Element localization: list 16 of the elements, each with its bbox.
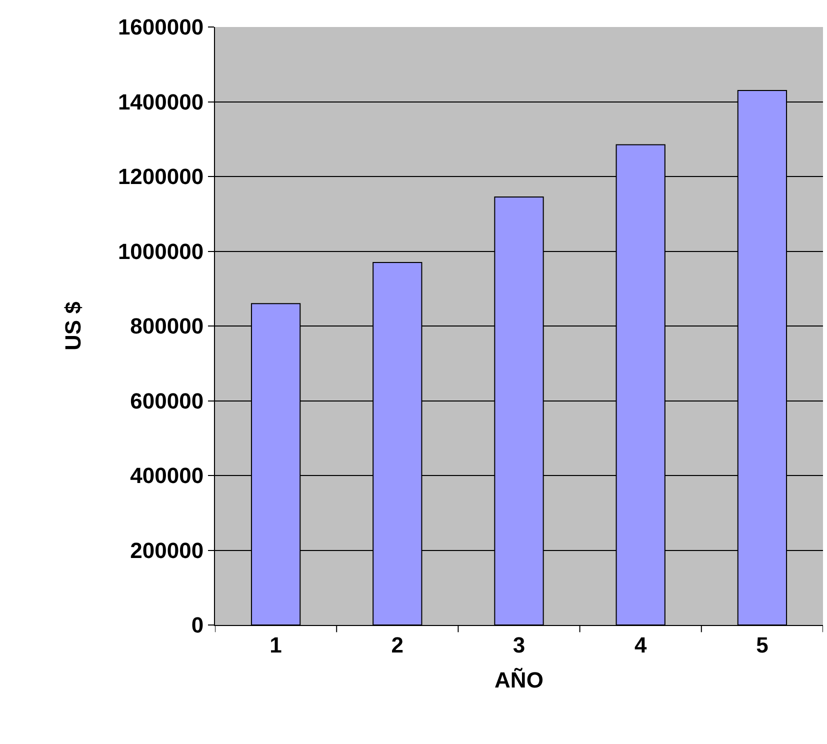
x-tick-label: 2 — [391, 632, 404, 658]
y-tick-label: 0 — [191, 612, 204, 638]
x-tick-label: 4 — [634, 632, 648, 658]
y-tick-label: 1000000 — [118, 238, 204, 264]
x-tick-label: 3 — [512, 632, 526, 658]
y-tick-label: 800000 — [130, 314, 204, 339]
y-tick-label: 400000 — [130, 463, 204, 488]
y-tick-label: 1400000 — [118, 89, 204, 114]
x-tick-label: 5 — [756, 632, 768, 658]
x-tick-label: 1 — [270, 632, 282, 658]
y-tick-label: 600000 — [130, 388, 204, 414]
y-tick-label: 1600000 — [118, 14, 204, 40]
y-tick-label: 200000 — [130, 538, 204, 563]
x-axis-title: AÑO — [494, 667, 544, 692]
y-axis-title: US $ — [60, 302, 86, 350]
y-tick-label: 1200000 — [118, 164, 204, 190]
